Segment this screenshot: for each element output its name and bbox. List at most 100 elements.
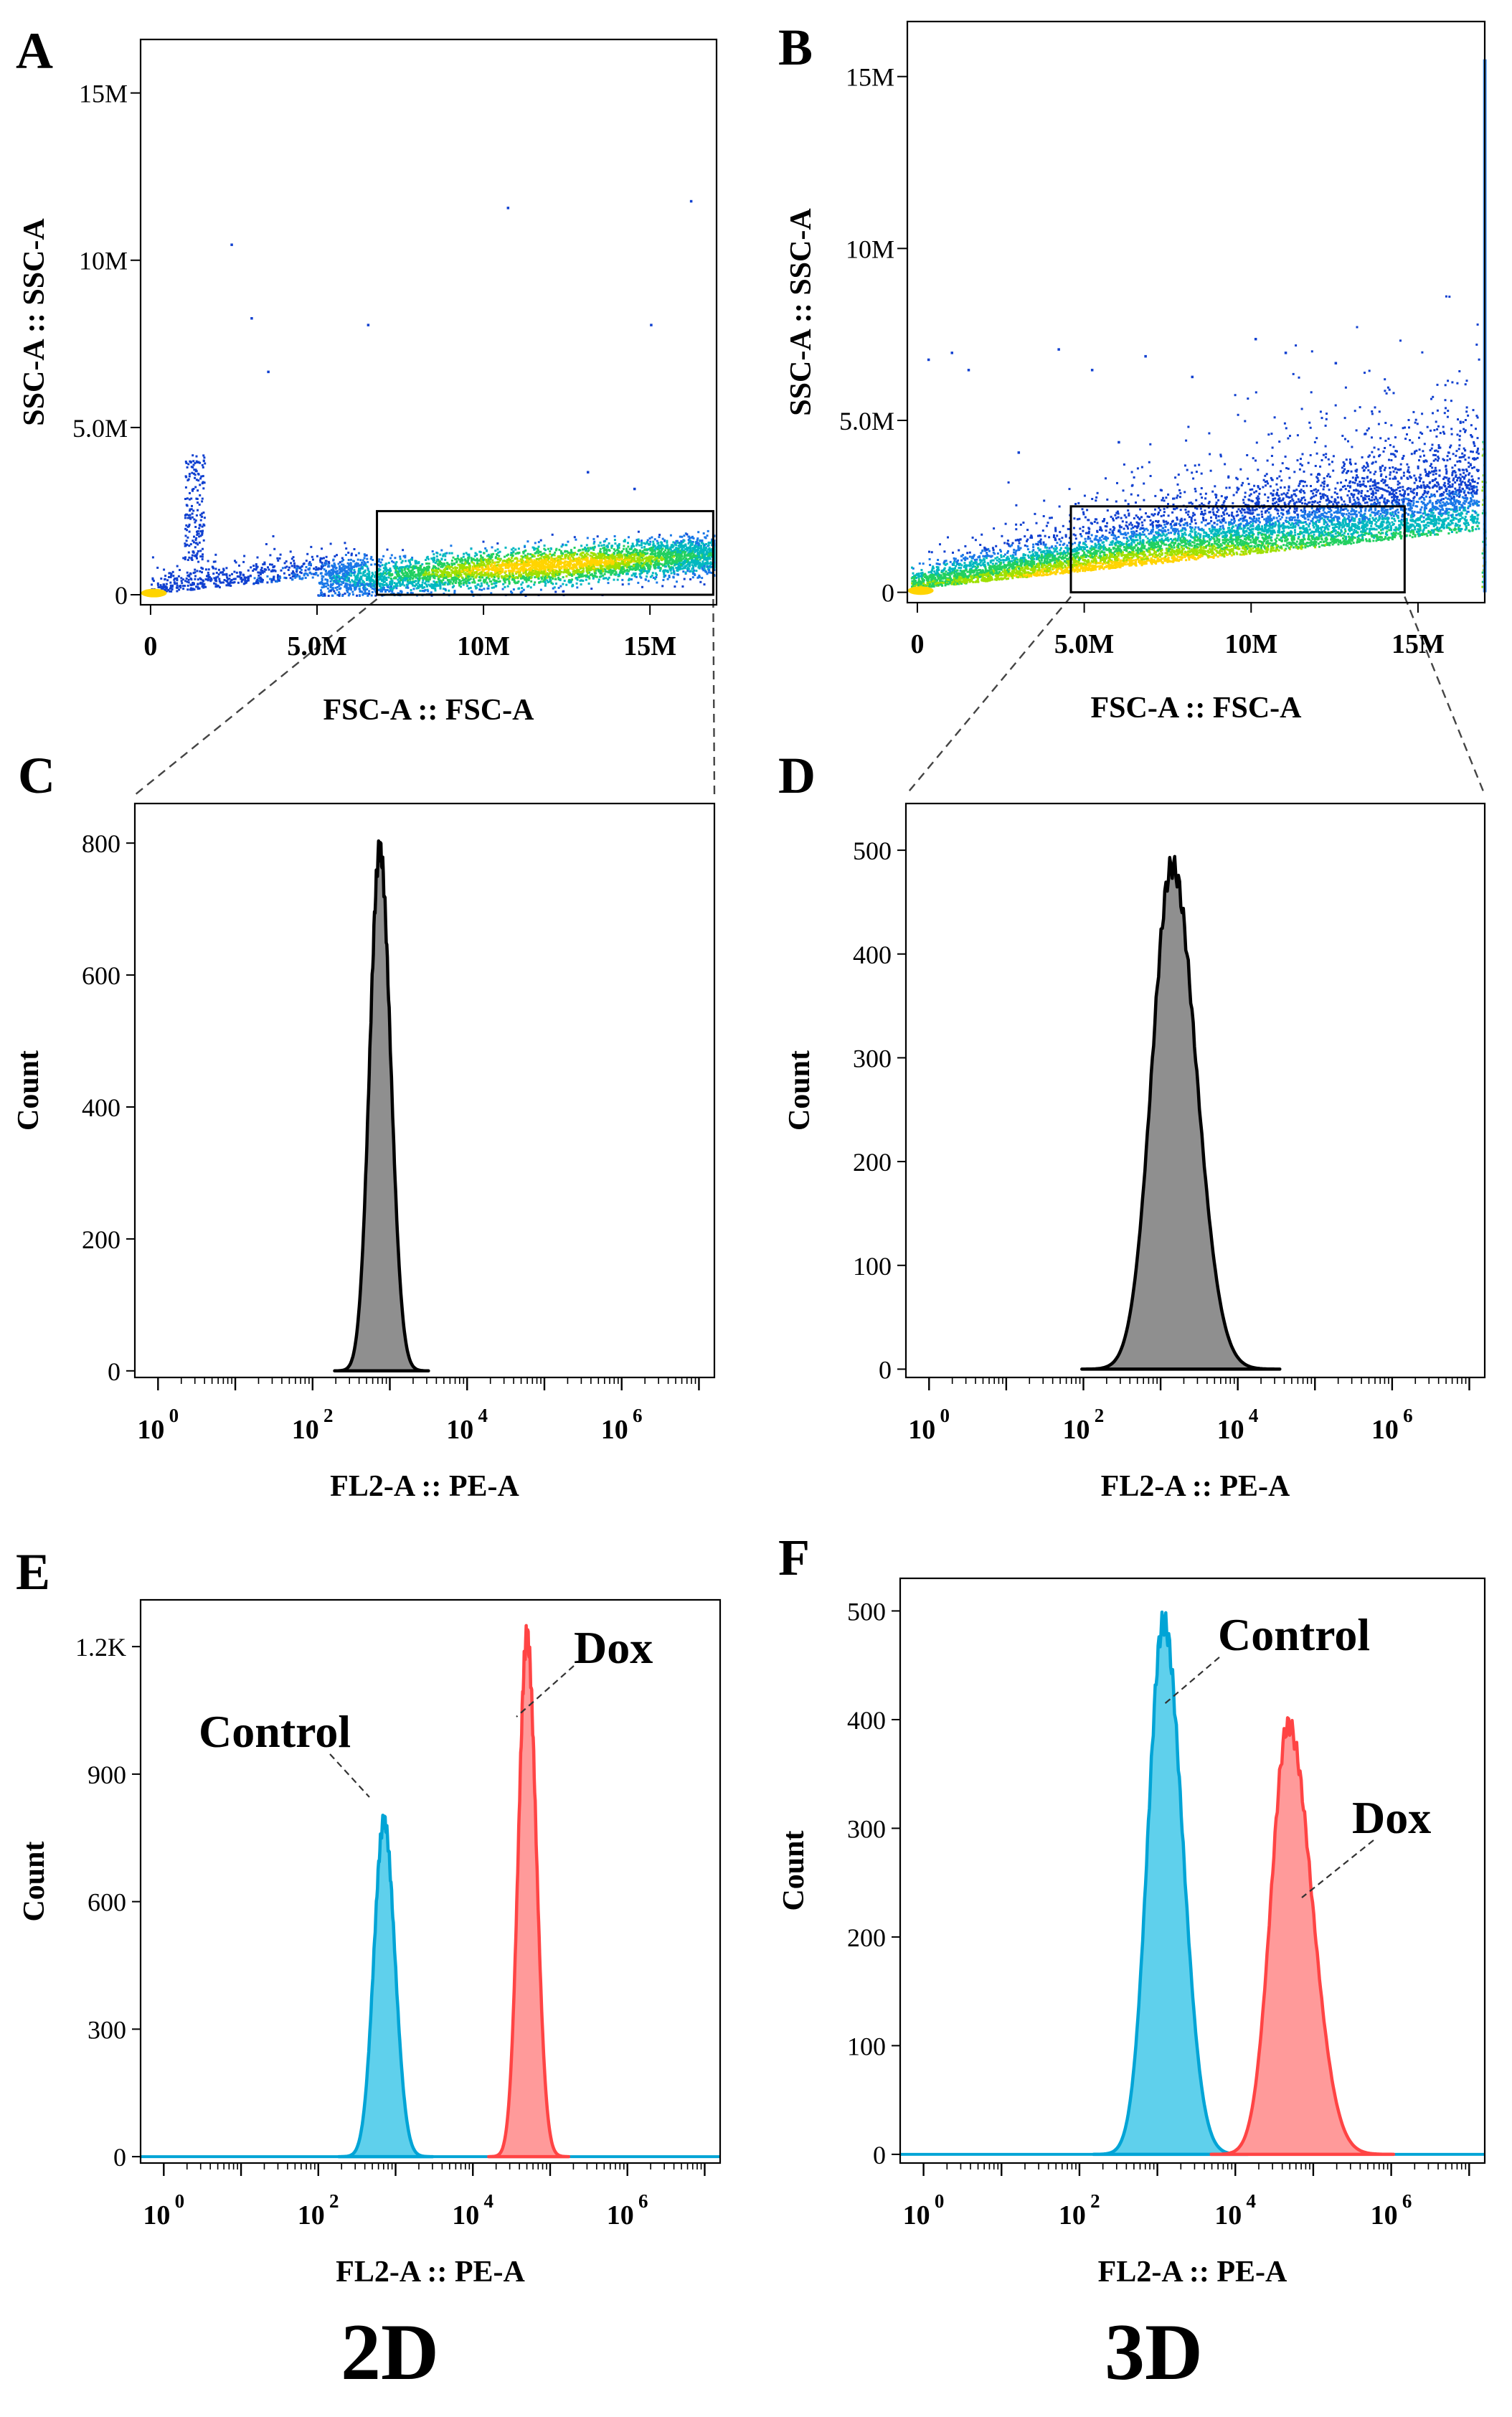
histogram-dox bbox=[1209, 1716, 1396, 2157]
annotation-dox: Dox bbox=[574, 1622, 653, 1673]
outlier-point bbox=[633, 487, 636, 491]
y-tick-label: 5.0M bbox=[839, 407, 894, 435]
x-tick-label: 10 bbox=[908, 1415, 935, 1445]
y-tick-label: 1.2K bbox=[75, 1633, 126, 1662]
connector-line bbox=[712, 599, 716, 796]
y-tick-label: 300 bbox=[88, 2015, 126, 2044]
x-tick-label: 10 bbox=[143, 2200, 170, 2230]
plot-frame bbox=[139, 38, 718, 606]
connector-line bbox=[1404, 596, 1486, 796]
x-tick-exponent: 2 bbox=[1095, 1405, 1105, 1426]
x-tick-label: 15M bbox=[1391, 629, 1445, 659]
y-tick-label: 400 bbox=[847, 1706, 886, 1735]
y-tick-label: 200 bbox=[82, 1225, 121, 1254]
y-tick-label: 0 bbox=[873, 2141, 886, 2169]
histogram-control bbox=[1092, 1610, 1249, 2157]
gate-rectangle bbox=[376, 509, 714, 596]
x-tick-exponent: 0 bbox=[175, 2190, 185, 2212]
outlier-point bbox=[950, 352, 953, 354]
x-tick-label: 10 bbox=[1371, 2200, 1398, 2230]
histogram-dox bbox=[487, 1624, 571, 2159]
label-2d: 2D bbox=[341, 2308, 439, 2397]
panel-letter-b: B bbox=[778, 19, 813, 76]
x-tick-label: 10 bbox=[137, 1415, 164, 1445]
outlier-point bbox=[197, 461, 200, 464]
x-tick-label: 15M bbox=[623, 631, 676, 661]
origin-density bbox=[907, 586, 934, 595]
x-tick-exponent: 0 bbox=[935, 2190, 945, 2212]
y-tick-label: 0 bbox=[115, 581, 128, 610]
outlier-point bbox=[586, 471, 590, 473]
x-axis-label: FSC-A :: FSC-A bbox=[1091, 692, 1303, 725]
y-tick-label: 100 bbox=[853, 1252, 892, 1281]
y-axis-label: Count bbox=[778, 1830, 811, 1910]
annotation-dox: Dox bbox=[1352, 1792, 1431, 1843]
outlier-point bbox=[250, 317, 253, 320]
y-tick-label: 900 bbox=[88, 1761, 126, 1789]
y-tick-label: 600 bbox=[88, 1888, 126, 1917]
x-tick-label: 10 bbox=[452, 2200, 479, 2230]
outlier-point bbox=[689, 199, 693, 203]
panel-letter-c: C bbox=[18, 747, 55, 804]
x-axis-label: FL2-A :: PE-A bbox=[1098, 2256, 1287, 2289]
x-tick-label: 10 bbox=[607, 2200, 634, 2230]
outlier-point bbox=[267, 370, 270, 374]
connector-line bbox=[134, 598, 378, 796]
outlier-point bbox=[1254, 337, 1257, 341]
y-tick-label: 400 bbox=[82, 1093, 121, 1122]
x-tick-exponent: 4 bbox=[1249, 1405, 1259, 1426]
annotation-leader-line bbox=[1161, 1657, 1220, 1707]
x-axis-label: FL2-A :: PE-A bbox=[330, 1470, 519, 1503]
y-tick-label: 100 bbox=[847, 2032, 886, 2060]
histogram bbox=[333, 839, 430, 1373]
x-tick-exponent: 6 bbox=[1403, 1405, 1413, 1426]
y-tick-label: 300 bbox=[853, 1044, 892, 1073]
y-tick-label: 0 bbox=[882, 579, 894, 608]
x-axis-label: FSC-A :: FSC-A bbox=[323, 694, 535, 727]
x-tick-label: 10M bbox=[457, 631, 510, 661]
y-tick-label: 10M bbox=[79, 247, 128, 275]
panel-letter-d: D bbox=[778, 747, 816, 804]
x-tick-exponent: 2 bbox=[323, 1405, 334, 1426]
outlier-point bbox=[506, 207, 510, 209]
x-tick-exponent: 0 bbox=[169, 1405, 179, 1426]
y-axis-label: Count bbox=[18, 1841, 51, 1921]
x-tick-exponent: 6 bbox=[1402, 2190, 1412, 2212]
x-tick-exponent: 2 bbox=[1090, 2190, 1100, 2212]
x-tick-label: 10 bbox=[1371, 1415, 1399, 1445]
x-tick-exponent: 0 bbox=[940, 1405, 950, 1426]
x-tick-label: 5.0M bbox=[1054, 629, 1114, 659]
x-tick-exponent: 6 bbox=[638, 2190, 648, 2212]
outlier-point bbox=[1057, 348, 1060, 351]
label-3d: 3D bbox=[1105, 2308, 1203, 2397]
y-axis-label: Count bbox=[783, 1050, 816, 1131]
annotation-leader-line bbox=[516, 1665, 575, 1718]
annotation-leader-line bbox=[1301, 1839, 1374, 1898]
outlier-point bbox=[1017, 451, 1021, 454]
x-tick-label: 10 bbox=[601, 1415, 628, 1445]
x-tick-label: 0 bbox=[910, 629, 924, 659]
plot-frame bbox=[906, 20, 1486, 604]
y-tick-label: 0 bbox=[108, 1357, 121, 1386]
x-tick-label: 10 bbox=[1062, 1415, 1090, 1445]
y-tick-label: 800 bbox=[82, 829, 121, 858]
x-tick-exponent: 4 bbox=[1247, 2190, 1257, 2212]
y-tick-label: 500 bbox=[847, 1597, 886, 1626]
x-axis-label: FL2-A :: PE-A bbox=[336, 2256, 525, 2289]
outlier-point bbox=[367, 324, 370, 326]
x-tick-label: 0 bbox=[143, 631, 157, 661]
origin-density bbox=[141, 588, 167, 598]
outlier-point bbox=[1118, 440, 1120, 444]
annotation-leader-line bbox=[329, 1753, 370, 1798]
axis-ticks: 0 5.0M 10M 15M 0 5.0M 10M 15M bbox=[72, 80, 676, 661]
y-tick-label: 15M bbox=[846, 63, 894, 92]
y-tick-label: 5.0M bbox=[72, 414, 128, 443]
x-tick-label: 10 bbox=[903, 2200, 930, 2230]
